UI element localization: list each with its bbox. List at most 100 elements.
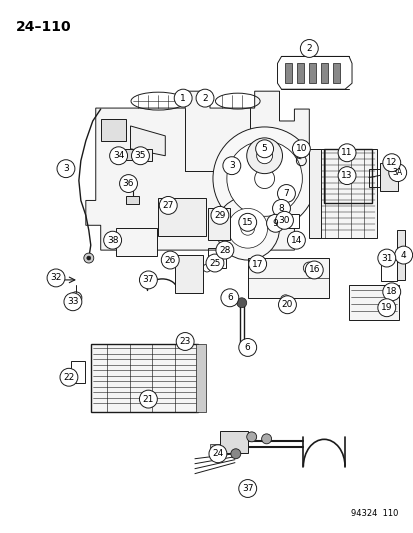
Circle shape — [206, 254, 223, 272]
Text: 23: 23 — [179, 337, 190, 346]
Circle shape — [211, 206, 228, 224]
Circle shape — [248, 255, 266, 273]
Circle shape — [139, 390, 157, 408]
Bar — [348, 285, 398, 320]
Text: 24–110: 24–110 — [16, 20, 72, 34]
Text: 3: 3 — [63, 164, 69, 173]
Text: 28: 28 — [218, 246, 230, 255]
Circle shape — [196, 89, 214, 107]
Text: 3: 3 — [228, 161, 234, 170]
Circle shape — [246, 138, 282, 174]
Circle shape — [377, 299, 395, 317]
Bar — [379, 163, 397, 190]
Circle shape — [394, 246, 412, 264]
Circle shape — [382, 283, 400, 301]
Circle shape — [212, 127, 316, 230]
Bar — [316, 149, 376, 238]
Bar — [297, 63, 304, 83]
Text: 31: 31 — [380, 254, 392, 263]
Circle shape — [305, 261, 323, 279]
Text: 94324  110: 94324 110 — [351, 510, 398, 518]
Text: 10: 10 — [295, 144, 306, 154]
Bar — [309, 149, 320, 238]
Text: 34: 34 — [113, 151, 124, 160]
Circle shape — [221, 289, 238, 306]
Bar — [320, 63, 328, 83]
Bar — [323, 149, 371, 204]
Circle shape — [238, 480, 256, 497]
Circle shape — [236, 298, 246, 308]
Bar — [138, 149, 152, 161]
Circle shape — [64, 293, 82, 311]
Circle shape — [172, 259, 178, 265]
Bar — [332, 63, 339, 83]
Circle shape — [277, 184, 295, 203]
Text: 37: 37 — [142, 276, 154, 285]
Text: 6: 6 — [244, 343, 250, 352]
Text: 16: 16 — [308, 265, 319, 274]
Bar — [158, 198, 206, 236]
Circle shape — [254, 168, 274, 189]
Circle shape — [47, 269, 65, 287]
Bar — [118, 149, 132, 160]
Circle shape — [255, 140, 273, 158]
Text: 15: 15 — [241, 218, 253, 227]
Text: 30: 30 — [278, 216, 290, 225]
Bar — [281, 214, 299, 228]
Text: 9: 9 — [272, 219, 278, 228]
Text: 25: 25 — [209, 259, 220, 268]
Circle shape — [287, 231, 305, 249]
Circle shape — [266, 214, 284, 232]
Text: 13: 13 — [340, 171, 352, 180]
Circle shape — [227, 208, 267, 248]
Circle shape — [216, 197, 279, 260]
Bar — [285, 63, 292, 83]
Circle shape — [83, 253, 93, 263]
Circle shape — [382, 154, 400, 172]
Text: 32: 32 — [50, 273, 62, 282]
Bar — [380, 255, 396, 281]
Text: 1: 1 — [180, 94, 185, 103]
Bar — [309, 63, 316, 83]
Circle shape — [209, 445, 226, 463]
Bar — [207, 248, 225, 268]
Text: 37: 37 — [241, 484, 253, 493]
Text: 36: 36 — [123, 179, 134, 188]
Bar — [71, 361, 85, 383]
Circle shape — [238, 213, 256, 231]
Circle shape — [159, 197, 177, 214]
Text: 27: 27 — [162, 201, 173, 210]
Circle shape — [278, 296, 296, 314]
Circle shape — [388, 164, 406, 182]
Circle shape — [261, 434, 271, 444]
Bar — [219, 431, 247, 453]
Circle shape — [275, 212, 293, 229]
Bar — [100, 119, 125, 141]
Text: 33: 33 — [67, 297, 78, 306]
Text: 19: 19 — [380, 303, 392, 312]
Bar — [207, 208, 229, 240]
Text: 26: 26 — [164, 255, 176, 264]
Text: 22: 22 — [63, 373, 74, 382]
Bar — [196, 344, 206, 412]
Circle shape — [230, 449, 240, 459]
Text: 20: 20 — [281, 300, 292, 309]
Circle shape — [87, 256, 90, 260]
Circle shape — [60, 368, 78, 386]
Bar — [175, 255, 202, 293]
Circle shape — [222, 157, 240, 175]
Bar — [368, 168, 380, 187]
Bar — [209, 444, 224, 456]
Circle shape — [174, 89, 192, 107]
Text: 5: 5 — [261, 144, 267, 154]
Text: 7: 7 — [283, 189, 289, 198]
Circle shape — [216, 241, 233, 259]
Circle shape — [139, 271, 157, 289]
Circle shape — [176, 333, 194, 350]
Text: 18: 18 — [385, 287, 396, 296]
Circle shape — [292, 140, 310, 158]
Circle shape — [337, 167, 355, 184]
Circle shape — [246, 432, 256, 442]
Circle shape — [119, 175, 137, 192]
Circle shape — [57, 160, 75, 177]
